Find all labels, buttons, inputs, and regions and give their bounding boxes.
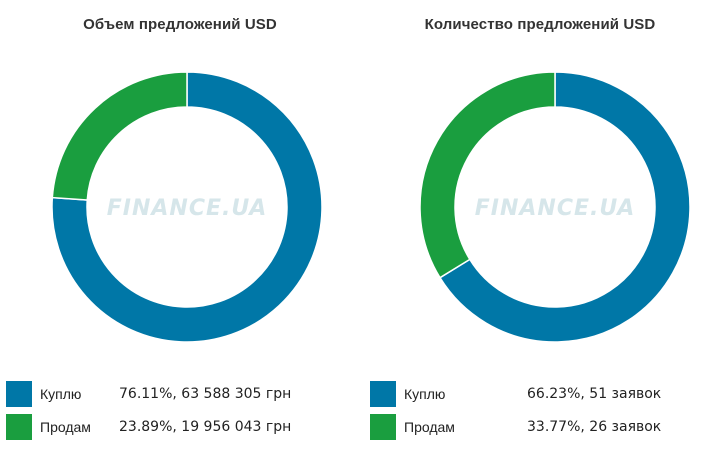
chart-title: Объем предложений USD — [83, 16, 277, 33]
legend-label-buy: Куплю — [40, 386, 82, 402]
count-chart-panel: Количество предложений USD FINANCE.UA Ку… — [360, 0, 720, 463]
legend-swatch-sell — [370, 414, 396, 440]
legend-value-sell: 23.89%, 19 956 043 грн — [119, 419, 292, 435]
legend-value-buy: 66.23%, 51 заявок — [527, 386, 662, 402]
watermark-text: FINANCE.UA — [107, 196, 268, 221]
donut-slice-sell[interactable] — [419, 71, 556, 279]
donut-slice-buy[interactable] — [438, 71, 691, 343]
legend-value-buy: 76.11%, 63 588 305 грн — [119, 386, 292, 402]
volume-donut-chart: FINANCE.UA — [51, 71, 323, 343]
legend-item-sell: Продам 23.89%, 19 956 043 грн — [6, 414, 336, 442]
legend-value-sell: 33.77%, 26 заявок — [527, 419, 662, 435]
legend-item-sell: Продам 33.77%, 26 заявок — [370, 414, 710, 442]
legend-label-sell: Продам — [404, 419, 455, 435]
legend-label-sell: Продам — [40, 419, 91, 435]
chart-title: Количество предложений USD — [424, 16, 656, 33]
count-donut-chart: FINANCE.UA — [419, 71, 691, 343]
donut-slice-buy[interactable] — [51, 71, 323, 343]
legend-label-buy: Куплю — [404, 386, 446, 402]
legend-swatch-buy — [370, 381, 396, 407]
legend-item-buy: Куплю 76.11%, 63 588 305 грн — [6, 381, 336, 409]
volume-chart-panel: Объем предложений USD FINANCE.UA Куплю 7… — [6, 16, 336, 442]
legend-swatch-buy — [6, 381, 32, 407]
legend-swatch-sell — [6, 414, 32, 440]
watermark-text: FINANCE.UA — [475, 196, 636, 221]
donut-slice-sell[interactable] — [51, 71, 188, 201]
legend-item-buy: Куплю 66.23%, 51 заявок — [370, 381, 710, 409]
